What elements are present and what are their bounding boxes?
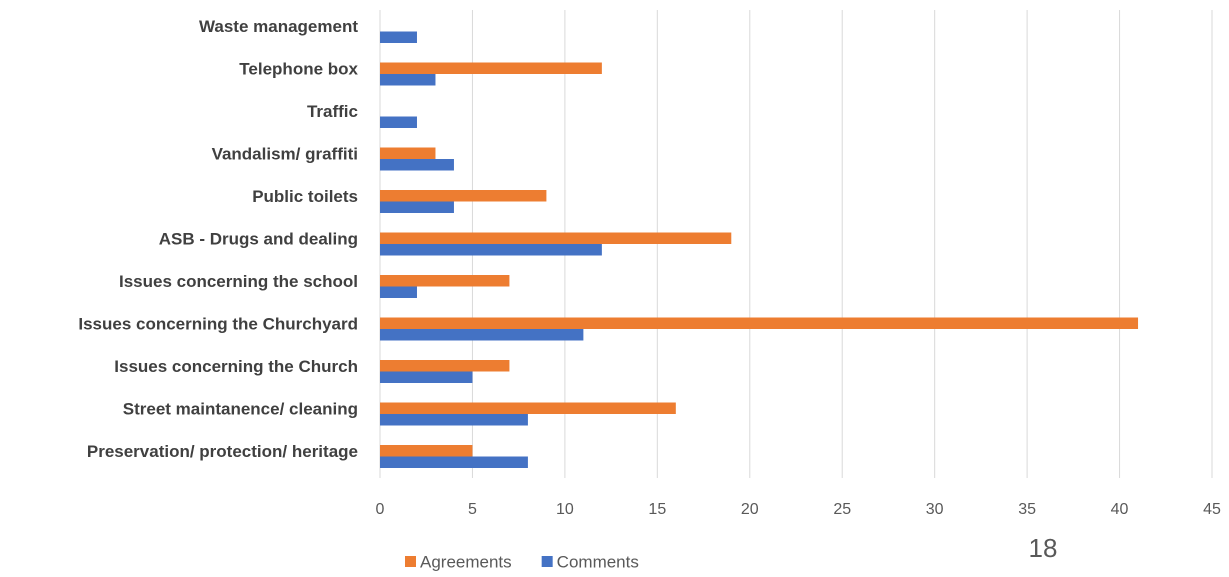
legend-swatch [541, 556, 553, 567]
x-tick-label: 15 [648, 501, 666, 518]
bar [380, 402, 676, 414]
page-number: 18 [1029, 533, 1058, 563]
legend-swatch [405, 556, 416, 567]
category-label: Issues concerning the Church [114, 357, 358, 376]
x-tick-label: 30 [926, 501, 944, 518]
x-tick-label: 25 [833, 501, 851, 518]
category-label: ASB - Drugs and dealing [159, 229, 358, 248]
bar [380, 31, 417, 43]
x-tick-label: 10 [556, 501, 574, 518]
bar [380, 360, 510, 372]
category-label: Traffic [307, 102, 358, 121]
bar [380, 456, 528, 468]
bar [380, 74, 436, 86]
x-tick-label: 5 [468, 501, 477, 518]
category-label: Telephone box [239, 59, 358, 78]
category-label: Issues concerning the school [119, 272, 358, 291]
bar [380, 286, 417, 298]
bar [380, 275, 510, 287]
bar [380, 62, 602, 74]
legend-label: Comments [557, 552, 639, 571]
x-tick-label: 35 [1018, 501, 1036, 518]
bar [380, 147, 436, 159]
legend-label: Agreements [420, 552, 512, 571]
category-label: Street maintanence/ cleaning [123, 399, 358, 418]
bar [380, 329, 584, 341]
bar [380, 414, 528, 426]
category-label: Public toilets [252, 187, 358, 206]
bar [380, 244, 602, 256]
bar [380, 201, 454, 213]
bar [380, 371, 473, 383]
bar [380, 317, 1139, 329]
category-label: Preservation/ protection/ heritage [87, 442, 358, 461]
bar [380, 190, 547, 202]
category-label: Vandalism/ graffiti [212, 144, 358, 163]
category-label: Issues concerning the Churchyard [78, 314, 358, 333]
bar [380, 159, 454, 171]
x-tick-label: 45 [1203, 501, 1221, 518]
bar [380, 445, 473, 457]
bar [380, 232, 732, 244]
x-tick-label: 40 [1111, 501, 1129, 518]
bar [380, 116, 417, 128]
x-tick-label: 0 [376, 501, 385, 518]
category-label: Waste management [199, 17, 358, 36]
x-tick-label: 20 [741, 501, 759, 518]
